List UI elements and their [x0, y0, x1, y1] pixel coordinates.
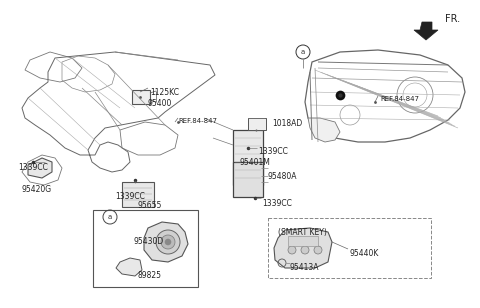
Text: 95480A: 95480A [267, 172, 297, 181]
Polygon shape [414, 22, 438, 40]
Text: 1339CC: 1339CC [258, 147, 288, 156]
Text: 95655: 95655 [138, 201, 162, 210]
Bar [132, 90, 150, 104]
Circle shape [314, 246, 322, 254]
Polygon shape [274, 228, 332, 268]
Text: 1339CC: 1339CC [262, 199, 292, 208]
Circle shape [301, 246, 309, 254]
Text: REF.84-847: REF.84-847 [380, 96, 419, 102]
Bar [268, 218, 431, 278]
Text: FR.: FR. [445, 14, 460, 24]
Text: 1339CC: 1339CC [115, 192, 145, 201]
Text: 95430D: 95430D [133, 237, 163, 246]
Polygon shape [116, 258, 142, 276]
Bar [93, 210, 198, 287]
Bar [122, 182, 154, 207]
Text: 1125KC: 1125KC [150, 88, 179, 97]
Text: a: a [301, 49, 305, 55]
Text: 1339CC: 1339CC [18, 163, 48, 172]
Polygon shape [144, 222, 188, 262]
Circle shape [161, 235, 175, 249]
Bar [288, 236, 318, 246]
Text: 95440K: 95440K [350, 249, 379, 258]
Text: a: a [108, 214, 112, 220]
Text: 95400: 95400 [148, 99, 172, 108]
Circle shape [156, 230, 180, 254]
Bar [233, 130, 263, 185]
Polygon shape [308, 118, 340, 142]
Bar [233, 162, 263, 197]
Circle shape [288, 246, 296, 254]
Polygon shape [28, 158, 52, 178]
Text: REF.84-847: REF.84-847 [178, 118, 217, 124]
Circle shape [165, 239, 171, 245]
Text: 95401M: 95401M [240, 158, 271, 167]
Text: 95413A: 95413A [290, 263, 320, 272]
Text: (SMART KEY): (SMART KEY) [278, 228, 327, 237]
Text: 95420G: 95420G [22, 185, 52, 194]
Text: 1018AD: 1018AD [272, 119, 302, 128]
Text: 89825: 89825 [138, 271, 162, 280]
Bar [248, 118, 266, 130]
